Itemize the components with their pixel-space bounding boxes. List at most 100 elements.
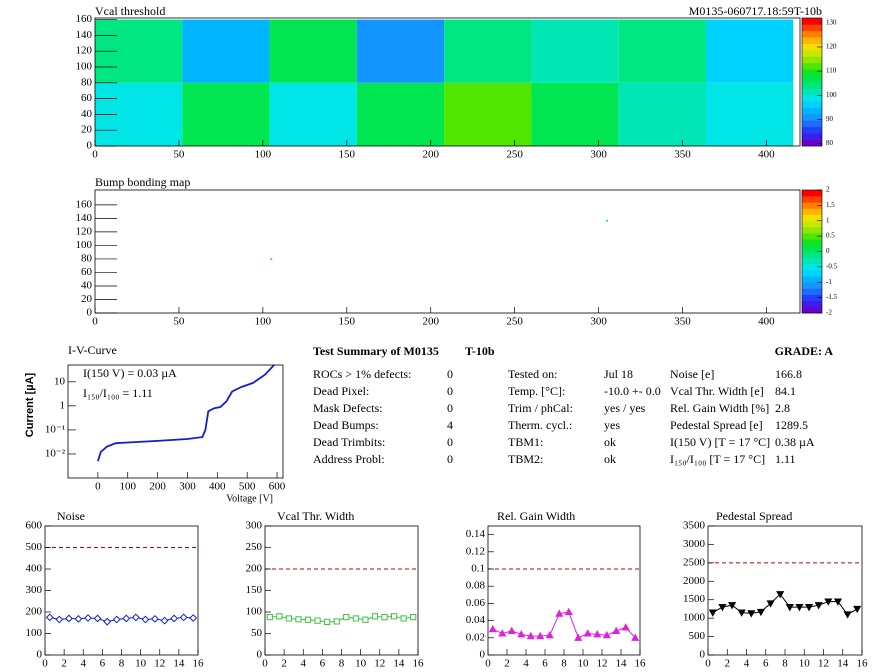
summary-label: Pedestal Spread [e] <box>670 418 763 432</box>
marker <box>276 613 283 620</box>
x-tick-label: 350 <box>674 316 691 328</box>
y-tick-label: 0.08 <box>466 580 486 592</box>
y-tick-label: 2000 <box>683 575 706 587</box>
palette-step <box>802 62 822 70</box>
palette-step <box>802 226 822 234</box>
y-tick-label: 0 <box>87 140 93 152</box>
palette-step <box>802 82 822 89</box>
y-tick-label: 100 <box>26 627 43 639</box>
chart-title: Rel. Gain Width <box>497 509 575 523</box>
y-tick-label: 10⁻² <box>45 447 66 459</box>
summary-value: -10.0 +- 0.0 <box>604 384 661 398</box>
marker <box>583 629 592 637</box>
summary-value: ok <box>604 435 616 449</box>
heatmap-cell <box>444 19 532 83</box>
marker <box>352 615 359 622</box>
x-tick-label: 0 <box>95 481 101 493</box>
palette-step <box>802 69 822 76</box>
marker <box>612 626 621 634</box>
summary-tag: T-10b <box>465 344 495 358</box>
palette-step <box>802 18 822 25</box>
data-line <box>269 615 414 623</box>
x-tick-label: 400 <box>758 149 775 161</box>
plot-frame <box>44 525 199 656</box>
x-tick-label: 100 <box>119 481 136 493</box>
palette-step <box>802 288 822 295</box>
plot-frame <box>707 525 863 656</box>
y-tick-label: 100 <box>246 606 263 618</box>
marker <box>545 630 554 639</box>
y-tick-label: 0.12 <box>466 545 485 557</box>
summary-title: Test Summary of M0135 <box>313 344 439 358</box>
palette-step <box>802 294 822 301</box>
summary-label: I(150 V) [T = 17 °C] <box>670 435 770 449</box>
summary-label: ROCs > 1% defects: <box>313 367 411 381</box>
heatmap-cell <box>269 19 357 83</box>
x-tick-label: 250 <box>506 316 523 328</box>
x-tick-label: 250 <box>506 149 523 161</box>
heatmap-cell <box>706 82 794 146</box>
palette-step <box>802 214 822 222</box>
palette-frame <box>801 17 823 147</box>
marker <box>526 631 535 640</box>
x-tick-label: 0 <box>92 149 98 161</box>
x-tick-label: 10 <box>135 658 147 670</box>
y-tick-label: 160 <box>76 198 93 210</box>
x-tick-label: 200 <box>422 149 439 161</box>
x-tick-label: 600 <box>269 481 286 493</box>
y-tick-label: 1500 <box>683 593 706 605</box>
x-tick-label: 50 <box>173 316 185 328</box>
y-tick-label: 600 <box>26 520 43 532</box>
marker <box>93 614 102 623</box>
x-tick-label: 2 <box>61 658 67 670</box>
marker <box>498 629 507 637</box>
marker <box>621 623 630 631</box>
summary-label: Vcal Thr. Width [e] <box>670 384 764 398</box>
x-tick-label: 16 <box>413 658 425 670</box>
y-tick-label: 0.06 <box>466 597 486 609</box>
marker <box>141 615 150 624</box>
palette-step <box>802 50 822 57</box>
palette-step <box>802 43 822 51</box>
marker <box>833 598 842 606</box>
data-line <box>712 593 858 616</box>
y-tick-label: 3500 <box>683 520 706 532</box>
x-tick-label: 6 <box>763 658 769 670</box>
plot-frame <box>94 189 801 314</box>
heatmap-cell <box>618 19 706 83</box>
x-tick-label: 8 <box>561 658 567 670</box>
palette-step <box>802 120 822 128</box>
heatmap-cell <box>531 19 619 83</box>
x-tick-label: 8 <box>782 658 788 670</box>
y-tick-label: 160 <box>76 13 93 25</box>
marker <box>266 614 273 621</box>
summary-label: Noise [e] <box>670 367 714 381</box>
marker <box>488 624 497 633</box>
palette-step <box>802 101 822 108</box>
x-tick-label: 10 <box>799 658 811 670</box>
chart-title: Noise <box>57 509 85 523</box>
marker <box>160 616 169 625</box>
y-tick-label: 0 <box>480 649 486 661</box>
y-tick-label: 100 <box>76 61 93 73</box>
summary-value: 166.8 <box>775 367 802 381</box>
marker <box>390 613 398 620</box>
x-tick-label: 4 <box>523 658 529 670</box>
z-tick-label: 0 <box>826 247 830 255</box>
heatmap-cell <box>706 19 794 83</box>
data-line <box>492 611 636 639</box>
x-tick-label: 50 <box>173 149 185 161</box>
x-tick-label: 4 <box>744 658 750 670</box>
y-tick-label: 250 <box>246 541 263 553</box>
marker <box>410 614 417 621</box>
x-tick-label: 300 <box>590 149 607 161</box>
x-tick-label: 16 <box>635 658 647 670</box>
z-tick-label: 120 <box>826 43 837 51</box>
marker <box>285 615 293 622</box>
palette-step <box>802 269 822 277</box>
heatmap-cell <box>182 19 270 83</box>
x-tick-label: 500 <box>239 481 256 493</box>
x-tick-label: 150 <box>339 316 356 328</box>
marker <box>343 614 350 621</box>
